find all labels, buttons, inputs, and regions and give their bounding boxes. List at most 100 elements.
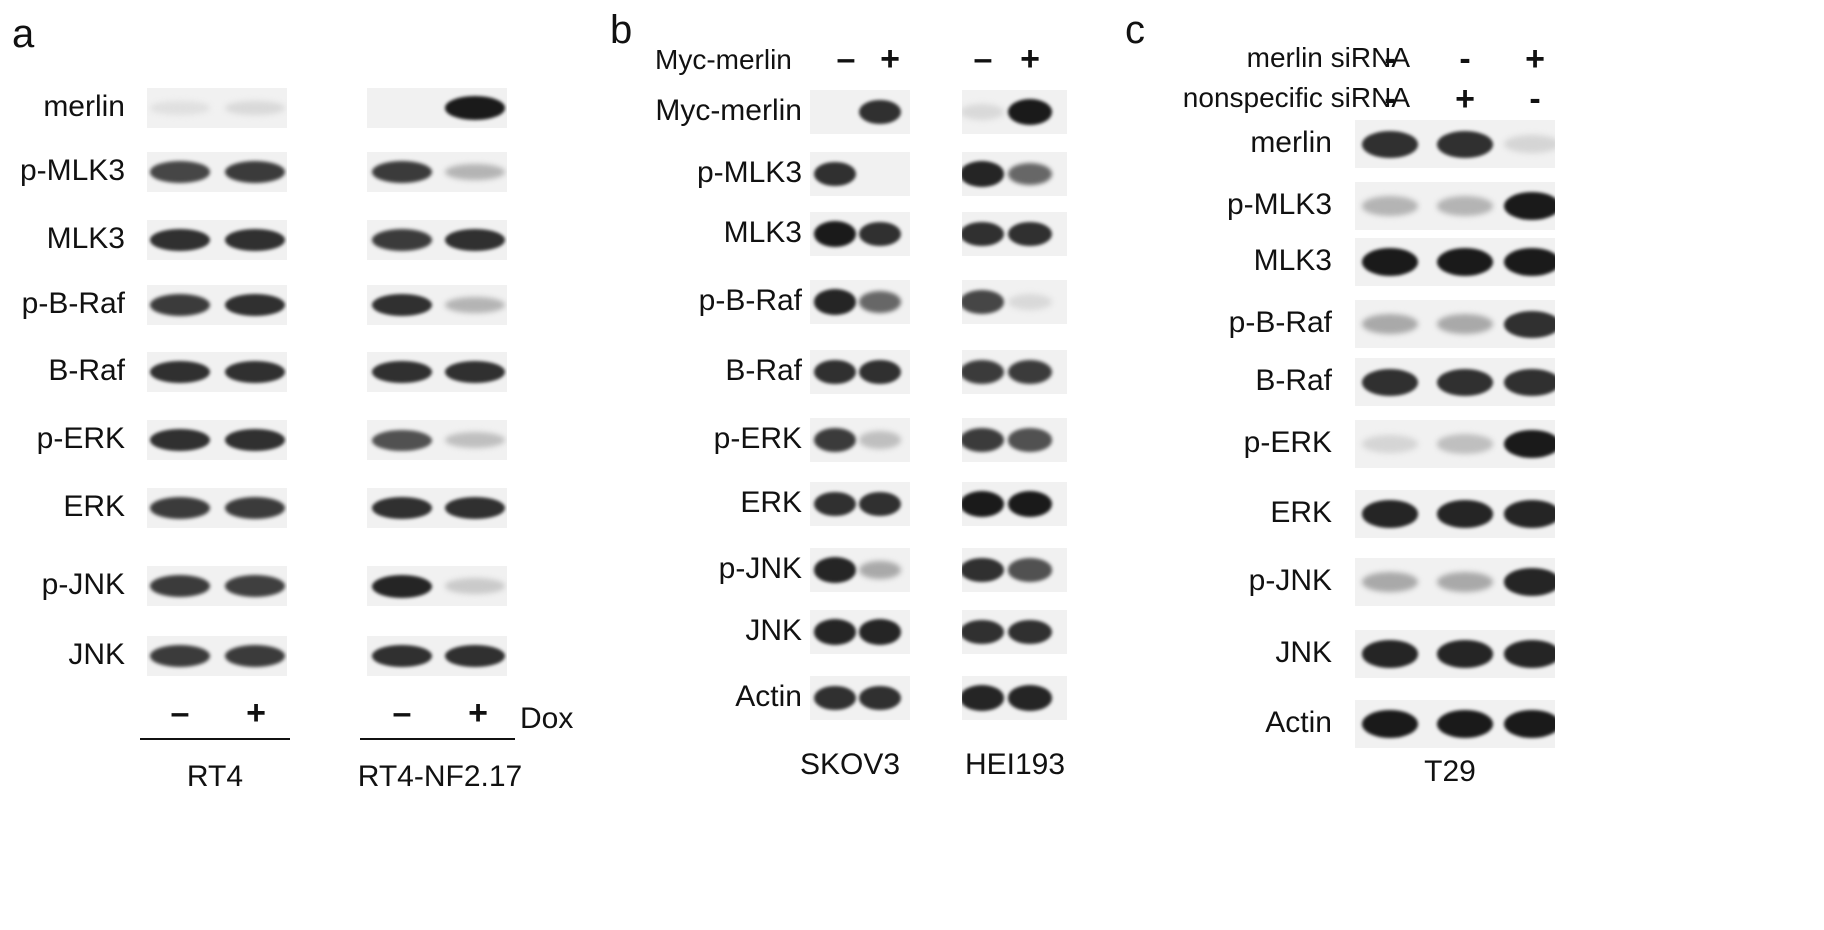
cell-line-label: RT4 <box>186 760 244 793</box>
protein-band <box>1503 500 1555 528</box>
row-label: p-MLK3 <box>696 156 802 189</box>
protein-band <box>962 359 1005 385</box>
blot-strip <box>962 418 1067 462</box>
protein-band <box>1361 313 1419 335</box>
blot-strip <box>1355 700 1555 748</box>
cell-line-label: SKOV3 <box>799 748 901 781</box>
protein-band <box>858 99 902 125</box>
protein-band <box>858 685 902 711</box>
lane-sign: – <box>973 40 993 78</box>
blot-strip <box>962 676 1067 720</box>
blot-strip <box>962 350 1067 394</box>
blot-strip <box>367 566 507 606</box>
protein-band <box>372 229 432 251</box>
row-label: ERK <box>1270 496 1332 529</box>
panel-b: b Myc-merlin – + – + Myc-merlin p-MLK3 MLK… <box>610 0 1110 930</box>
protein-band <box>1436 500 1494 528</box>
protein-band <box>813 685 857 711</box>
protein-band <box>1436 434 1494 454</box>
row-label: p-ERK <box>713 422 802 455</box>
group-underline <box>360 738 515 740</box>
protein-band <box>858 560 902 580</box>
blot-strip <box>1355 238 1555 286</box>
blot-strip <box>810 152 910 196</box>
lane-sign: + <box>468 694 488 732</box>
blot-strip <box>147 152 287 192</box>
protein-band <box>445 163 505 181</box>
protein-band <box>1436 368 1494 396</box>
protein-band <box>1007 99 1053 125</box>
lane-sign: - <box>1459 40 1471 78</box>
blot-strip <box>367 285 507 325</box>
row-label: merlin <box>1250 126 1332 159</box>
lane-sign: - <box>1384 40 1396 78</box>
protein-band <box>372 574 432 598</box>
row-label: merlin <box>43 90 125 123</box>
protein-band <box>1007 491 1053 517</box>
lane-sign: + <box>880 40 900 78</box>
row-label: Actin <box>735 680 802 713</box>
cell-line-label: T29 <box>1424 755 1476 788</box>
protein-band <box>150 497 210 519</box>
protein-band <box>813 427 857 453</box>
protein-band <box>1007 163 1053 185</box>
row-label: p-B-Raf <box>698 284 802 317</box>
lane-sign: - <box>1384 80 1396 118</box>
blot-strip <box>1355 120 1555 168</box>
lane-sign: – <box>170 694 190 732</box>
protein-band <box>1503 368 1555 396</box>
panel-letter: c <box>1125 8 1145 52</box>
row-label: p-B-Raf <box>21 287 125 320</box>
protein-band <box>372 293 432 317</box>
row-label: p-MLK3 <box>1226 188 1332 221</box>
protein-band <box>1503 429 1555 459</box>
protein-band <box>1361 709 1419 739</box>
protein-band <box>1007 359 1053 385</box>
protein-band <box>372 496 432 520</box>
protein-band <box>445 496 505 520</box>
cell-line-label: HEI193 <box>964 748 1066 781</box>
protein-band <box>858 291 902 313</box>
blot-strip <box>147 88 287 128</box>
protein-band <box>1503 247 1555 277</box>
protein-band <box>962 290 1005 314</box>
protein-band <box>962 161 1005 187</box>
protein-band <box>1436 571 1494 593</box>
row-label: B-Raf <box>1255 364 1332 397</box>
protein-band <box>445 228 505 252</box>
group-underline <box>140 738 290 740</box>
blot-strip <box>1355 630 1555 678</box>
protein-band <box>1007 619 1053 645</box>
protein-band <box>1007 558 1053 582</box>
blot-strip <box>962 280 1067 324</box>
blot-strip <box>962 482 1067 526</box>
row-label: p-ERK <box>1243 426 1332 459</box>
protein-band <box>813 289 857 315</box>
protein-band <box>150 228 210 252</box>
protein-band <box>150 360 210 384</box>
protein-band <box>1007 428 1053 452</box>
protein-band <box>1436 196 1494 216</box>
protein-band <box>150 100 210 116</box>
protein-band <box>858 431 902 449</box>
blot-strip <box>810 610 910 654</box>
protein-band <box>1361 571 1419 593</box>
row-label: p-B-Raf <box>1228 306 1332 339</box>
protein-band <box>1503 709 1555 739</box>
protein-band <box>858 619 902 645</box>
protein-band <box>150 294 210 316</box>
blot-strip <box>367 88 507 128</box>
blot-strip <box>962 548 1067 592</box>
protein-band <box>225 497 285 519</box>
protein-band <box>813 619 857 645</box>
lane-sign: + <box>1455 80 1475 118</box>
protein-band <box>372 429 432 451</box>
protein-band <box>1361 196 1419 216</box>
protein-band <box>1503 640 1555 668</box>
protein-band <box>1436 709 1494 739</box>
panel-a: a merlin p-MLK3 MLK3 p-B-Raf B-Raf p-ERK ERK p-… <box>0 0 610 930</box>
blot-strip <box>810 676 910 720</box>
protein-band <box>1361 640 1419 668</box>
blot-strip <box>147 488 287 528</box>
protein-band <box>150 428 210 452</box>
